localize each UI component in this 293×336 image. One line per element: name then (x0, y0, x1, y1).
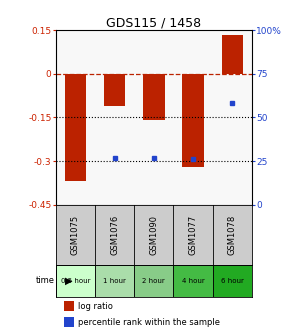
Text: GSM1075: GSM1075 (71, 214, 80, 255)
Text: GSM1090: GSM1090 (149, 215, 158, 255)
Title: GDS115 / 1458: GDS115 / 1458 (106, 16, 201, 29)
Text: GSM1078: GSM1078 (228, 214, 237, 255)
Bar (64, 74, 86, 181)
Text: 6 hour: 6 hour (221, 278, 244, 284)
Text: 2 hour: 2 hour (142, 278, 165, 284)
Bar (182, 74, 204, 167)
Text: 1 hour: 1 hour (103, 278, 126, 284)
Bar (213, 264, 252, 297)
Bar (222, 35, 243, 74)
Bar (143, 74, 165, 120)
Text: ▶: ▶ (65, 276, 72, 286)
Text: 0.5 hour: 0.5 hour (61, 278, 90, 284)
Bar (56, 264, 95, 297)
Text: time: time (36, 277, 55, 285)
Bar (173, 264, 213, 297)
Bar (134, 264, 173, 297)
Bar (64, 301, 74, 311)
Bar (95, 264, 134, 297)
Text: GSM1077: GSM1077 (189, 214, 197, 255)
Text: 4 hour: 4 hour (182, 278, 205, 284)
Text: percentile rank within the sample: percentile rank within the sample (78, 318, 220, 327)
Bar (64, 318, 74, 327)
Bar (104, 74, 125, 106)
Text: GSM1076: GSM1076 (110, 214, 119, 255)
Text: log ratio: log ratio (78, 302, 113, 311)
